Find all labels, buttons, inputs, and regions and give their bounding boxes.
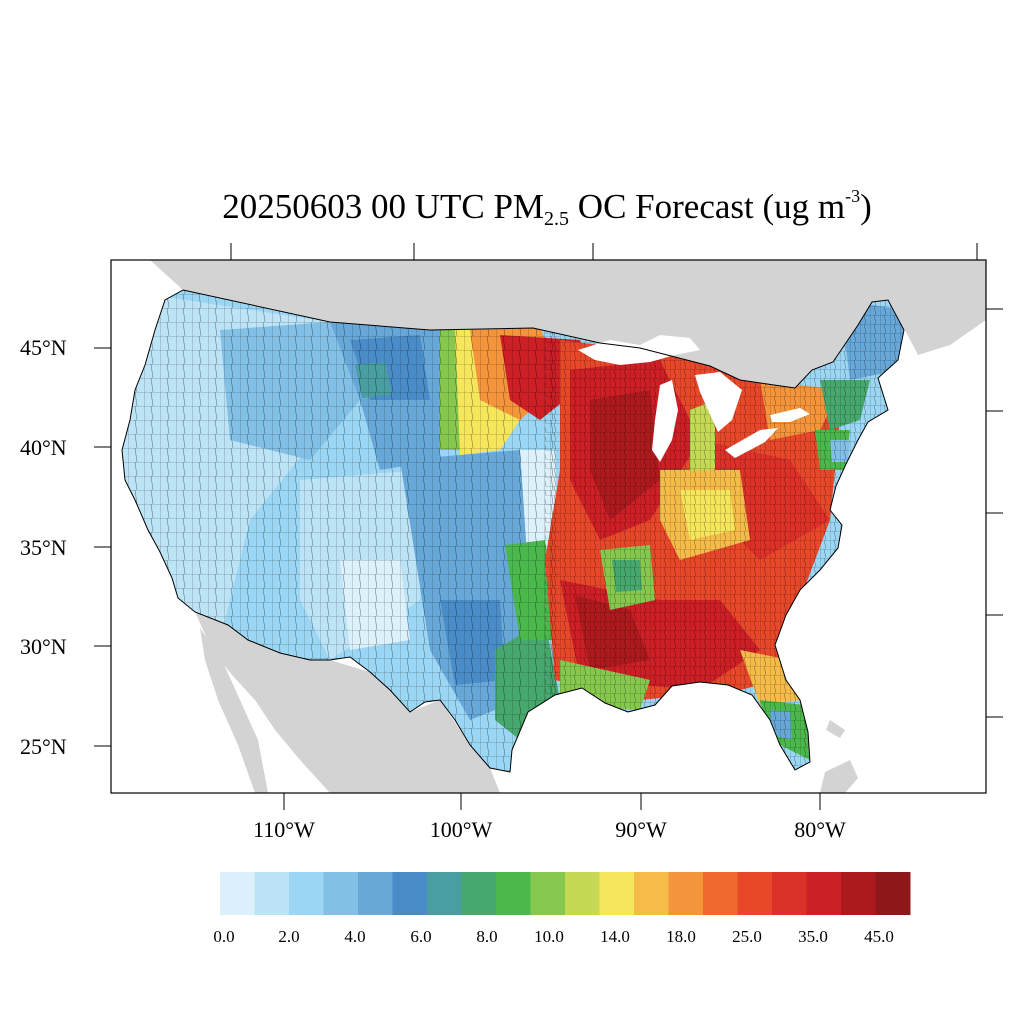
caribbean-islands bbox=[820, 720, 858, 793]
colorbar-swatch bbox=[254, 872, 290, 915]
left-ticks bbox=[94, 347, 111, 747]
basemap bbox=[121, 260, 986, 793]
mexico-landmass bbox=[195, 612, 500, 793]
colorbar-swatch bbox=[496, 872, 531, 915]
colorbar-swatch bbox=[875, 872, 911, 915]
lat-label-45n: 45°N bbox=[20, 335, 67, 360]
colorbar-label: 0.0 bbox=[213, 927, 234, 946]
lon-label-90w: 90°W bbox=[615, 817, 667, 842]
colorbar-swatch bbox=[358, 872, 393, 915]
lat-label-40n: 40°N bbox=[20, 435, 67, 460]
lake-ontario bbox=[770, 408, 810, 422]
colorbar-label: 8.0 bbox=[476, 927, 497, 946]
title-middle: OC Forecast (ug m bbox=[569, 187, 846, 226]
colorbar-label: 35.0 bbox=[798, 927, 828, 946]
colorbar-label: 25.0 bbox=[732, 927, 762, 946]
title-superscript: -3 bbox=[845, 186, 861, 206]
colorbar-label: 4.0 bbox=[344, 927, 365, 946]
lake-huron bbox=[695, 372, 742, 432]
colorbar-label: 18.0 bbox=[666, 927, 696, 946]
lake-michigan bbox=[652, 380, 678, 462]
lat-label-25n: 25°N bbox=[20, 734, 67, 759]
baja-peninsula bbox=[200, 628, 268, 793]
lon-label-110w: 110°W bbox=[253, 817, 315, 842]
colorbar-swatch bbox=[565, 872, 600, 915]
colorbar-swatch bbox=[392, 872, 428, 915]
colorbar-swatch bbox=[461, 872, 497, 915]
colorbar-swatch bbox=[323, 872, 359, 915]
colorbar-swatch bbox=[737, 872, 773, 915]
lat-label-30n: 30°N bbox=[20, 634, 67, 659]
lat-label-35n: 35°N bbox=[20, 535, 67, 560]
colorbar-label: 6.0 bbox=[410, 927, 431, 946]
lake-erie bbox=[725, 428, 778, 458]
right-ticks bbox=[986, 308, 1003, 718]
colorbar-swatch bbox=[634, 872, 669, 915]
colorbar-swatch bbox=[772, 872, 807, 915]
colorbar-label: 2.0 bbox=[278, 927, 299, 946]
colorbar-swatch bbox=[841, 872, 876, 915]
colorbar bbox=[220, 872, 911, 915]
colorbar-swatch bbox=[703, 872, 738, 915]
top-ticks bbox=[230, 243, 978, 260]
lake-superior bbox=[578, 335, 700, 365]
colorbar-swatch bbox=[806, 872, 842, 915]
lon-label-80w: 80°W bbox=[794, 817, 846, 842]
colorbar-label: 45.0 bbox=[864, 927, 894, 946]
colorbar-swatch bbox=[668, 872, 704, 915]
lon-label-100w: 100°W bbox=[430, 817, 493, 842]
title-subscript: 2.5 bbox=[544, 208, 570, 230]
title-prefix: 20250603 00 UTC PM bbox=[222, 187, 545, 226]
colorbar-swatch bbox=[220, 872, 255, 915]
canada-landmass bbox=[150, 260, 986, 395]
bottom-ticks bbox=[283, 793, 821, 810]
us-outline bbox=[121, 289, 905, 773]
colorbar-swatch bbox=[599, 872, 635, 915]
map-title: 20250603 00 UTC PM2.5 OC Forecast (ug m-… bbox=[0, 186, 1024, 231]
title-suffix: ) bbox=[860, 187, 872, 226]
map-frame bbox=[110, 259, 987, 794]
colorbar-label: 14.0 bbox=[600, 927, 630, 946]
colorbar-label: 10.0 bbox=[534, 927, 564, 946]
colorbar-swatch bbox=[530, 872, 566, 915]
colorbar-labels: 0.0 2.0 4.0 6.0 8.0 10.0 14.0 18.0 25.0 … bbox=[213, 927, 894, 946]
colorbar-swatch bbox=[427, 872, 462, 915]
colorbar-swatch bbox=[289, 872, 324, 915]
